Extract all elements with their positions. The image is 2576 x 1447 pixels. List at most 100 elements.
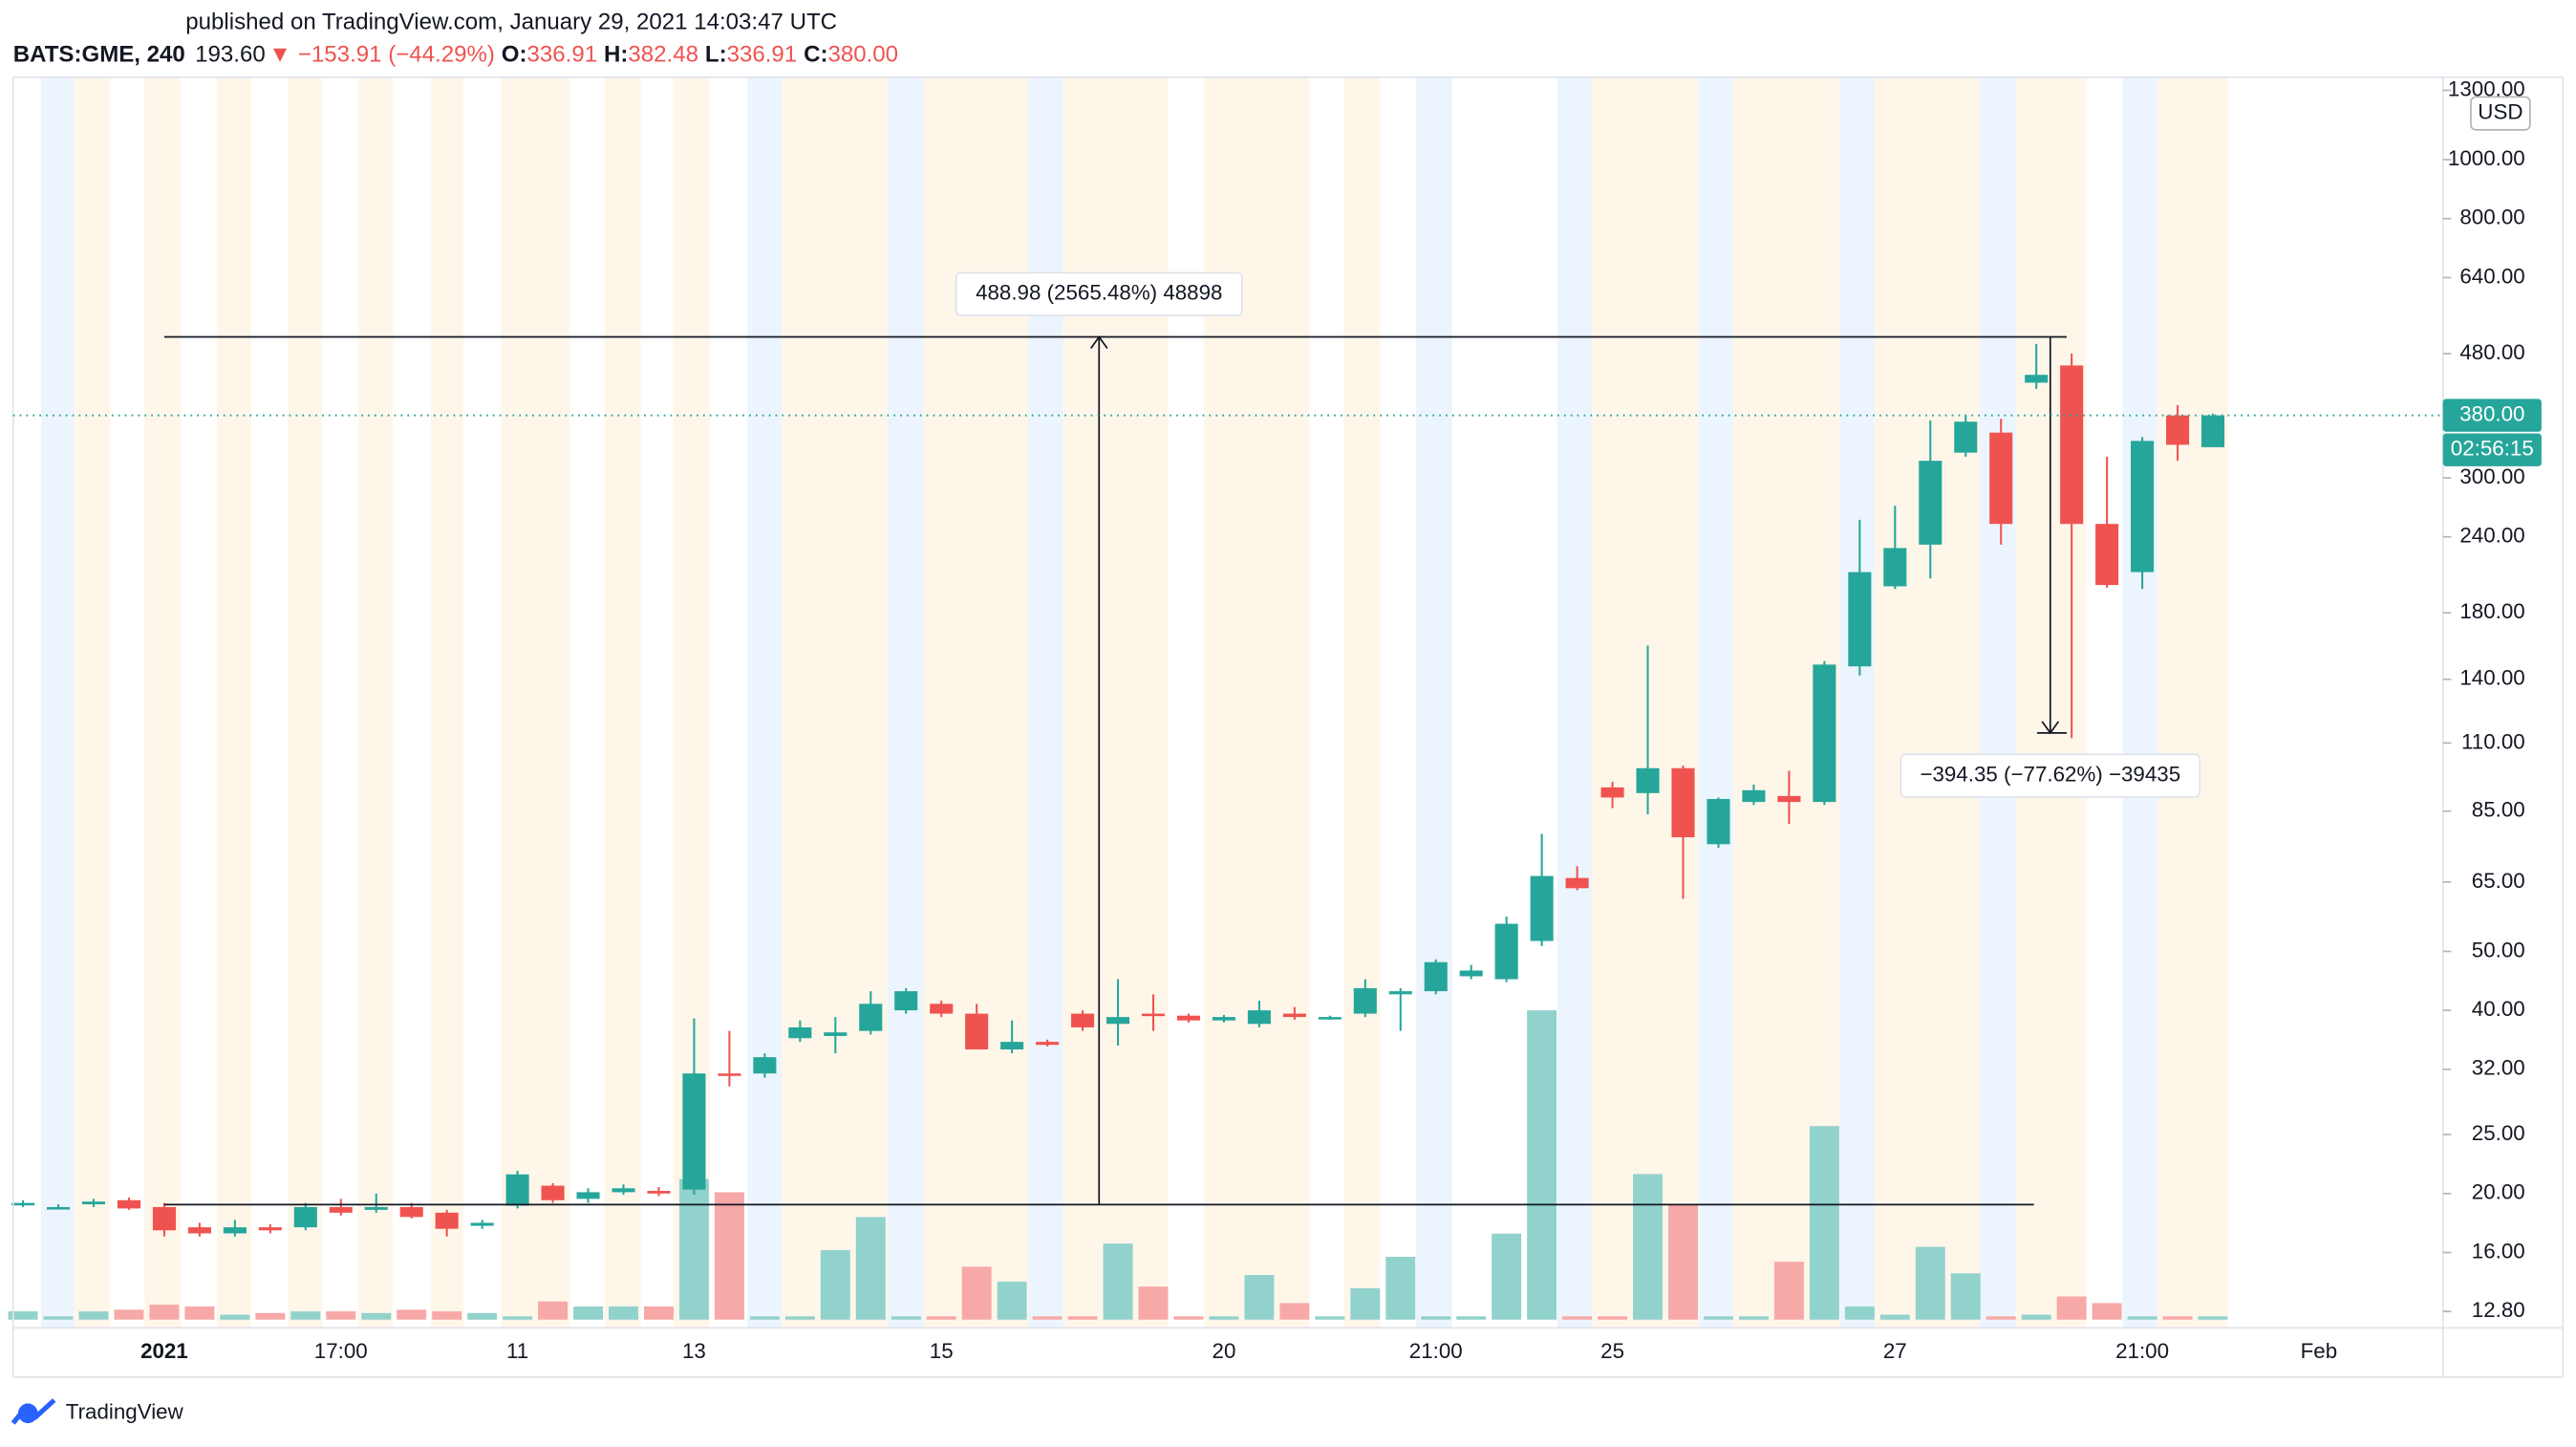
candle-body <box>187 1227 211 1234</box>
currency-box[interactable] <box>2470 96 2531 131</box>
c-label: C: <box>804 42 827 68</box>
candle-body <box>1176 1015 1201 1021</box>
candle-body <box>859 1004 883 1031</box>
candle-body <box>930 1004 954 1014</box>
pre-market <box>1416 76 1452 1328</box>
volume-bar <box>503 1316 533 1320</box>
y-tick-label: 110.00 <box>2461 729 2525 753</box>
candle-body <box>541 1185 565 1200</box>
candle-body <box>364 1206 388 1210</box>
candle-body <box>2060 365 2084 525</box>
volume-bar <box>538 1301 569 1320</box>
y-tick-label: 800.00 <box>2459 205 2524 229</box>
volume-bar <box>1209 1316 1239 1320</box>
volume-bar <box>1244 1275 1275 1320</box>
volume-bar <box>961 1266 992 1320</box>
candle-layer <box>11 343 2225 1237</box>
x-tick-label: 13 <box>682 1339 706 1363</box>
candle-body <box>47 1206 71 1210</box>
x-tick-label: 27 <box>1883 1339 1907 1363</box>
y-tick-label: 240.00 <box>2459 524 2524 548</box>
volume-bar <box>220 1314 250 1320</box>
candle-body <box>1813 664 1836 803</box>
volume-bar <box>714 1192 744 1320</box>
l-label: L: <box>705 42 727 68</box>
extended-hours <box>2015 76 2087 1328</box>
candle-body <box>1036 1042 1060 1046</box>
volume-bar <box>2198 1316 2228 1320</box>
open: 336.91 <box>527 42 598 68</box>
candle-body <box>1636 767 1660 793</box>
volume-bar <box>184 1306 215 1320</box>
extended-hours <box>287 76 322 1328</box>
candle-body <box>824 1032 848 1036</box>
volume-layer <box>8 1010 2228 1320</box>
volume-bar <box>1950 1273 1981 1320</box>
candle-body <box>293 1206 317 1228</box>
volume-bar <box>1456 1316 1487 1320</box>
candle-body <box>258 1227 282 1231</box>
change: −153.91 (−44.29%) <box>298 42 495 68</box>
candle-body <box>1318 1017 1342 1020</box>
volume-bar <box>1385 1256 1416 1320</box>
pre-market <box>1839 76 1875 1328</box>
volume-bar <box>1067 1316 1098 1320</box>
pre-market <box>1028 76 1063 1328</box>
volume-bar <box>1773 1262 1804 1320</box>
candle-body <box>1777 795 1801 803</box>
pre-market <box>2122 76 2157 1328</box>
extended-hours <box>1204 76 1310 1328</box>
candle-body <box>1883 548 1907 587</box>
candle-body <box>1707 798 1730 845</box>
annotation: 488.98 (2565.48%) 48898 <box>976 281 1222 305</box>
session-stripes <box>40 76 2228 1328</box>
candle-body <box>2025 375 2049 383</box>
pre-market <box>1979 76 2016 1328</box>
volume-bar <box>2162 1316 2193 1320</box>
h-label: H: <box>604 42 628 68</box>
currency[interactable]: USD <box>2478 100 2522 124</box>
brand: TradingView <box>66 1400 184 1424</box>
logo <box>11 1398 56 1425</box>
published: published on TradingView.com, January 29… <box>185 9 837 34</box>
y-tick-label: 85.00 <box>2472 798 2525 822</box>
last-price-box <box>2442 399 2542 432</box>
volume-bar <box>255 1312 286 1320</box>
volume-bar <box>678 1178 709 1320</box>
candle-body <box>965 1013 989 1050</box>
candle-body <box>399 1206 423 1218</box>
x-tick-label: 11 <box>506 1339 528 1363</box>
y-tick-label: 640.00 <box>2459 264 2524 288</box>
candle-body <box>1141 1013 1166 1017</box>
measure-up <box>163 335 2067 1206</box>
volume-bar <box>397 1309 427 1320</box>
candle-body <box>1071 1013 1095 1027</box>
volume-bar <box>2021 1314 2051 1320</box>
candle-body <box>1671 767 1695 838</box>
pre-market <box>1556 76 1593 1328</box>
volume-bar <box>361 1312 392 1320</box>
legend-line: BATS:GME, 240 193.60 ▼ −153.91 (−44.29%) O:3… <box>13 42 898 68</box>
candle-body <box>2131 441 2155 572</box>
extended-hours <box>501 76 570 1328</box>
volume-bar <box>573 1306 604 1320</box>
volume-bar <box>820 1250 850 1320</box>
volume-bar <box>432 1311 462 1320</box>
candle-body <box>1954 421 1978 453</box>
high: 382.48 <box>628 42 698 68</box>
candle-body <box>1106 1017 1130 1025</box>
candle-body <box>1388 991 1412 995</box>
volume-bar <box>467 1312 498 1320</box>
volume-bar <box>1633 1174 1664 1320</box>
extended-hours <box>144 76 182 1328</box>
candle-body <box>81 1201 106 1205</box>
y-tick-label: 180.00 <box>2459 599 2524 623</box>
candle-body <box>1742 789 1766 803</box>
x-tick-label: 2021 <box>140 1339 188 1363</box>
close: 380.00 <box>827 42 898 68</box>
countdown: 02:56:15 <box>2451 437 2534 461</box>
y-tick-label: 1300.00 <box>2448 76 2525 100</box>
y-tick-label: 1000.00 <box>2448 146 2525 170</box>
candle-body <box>2200 415 2225 447</box>
volume-bar <box>1103 1243 1133 1320</box>
